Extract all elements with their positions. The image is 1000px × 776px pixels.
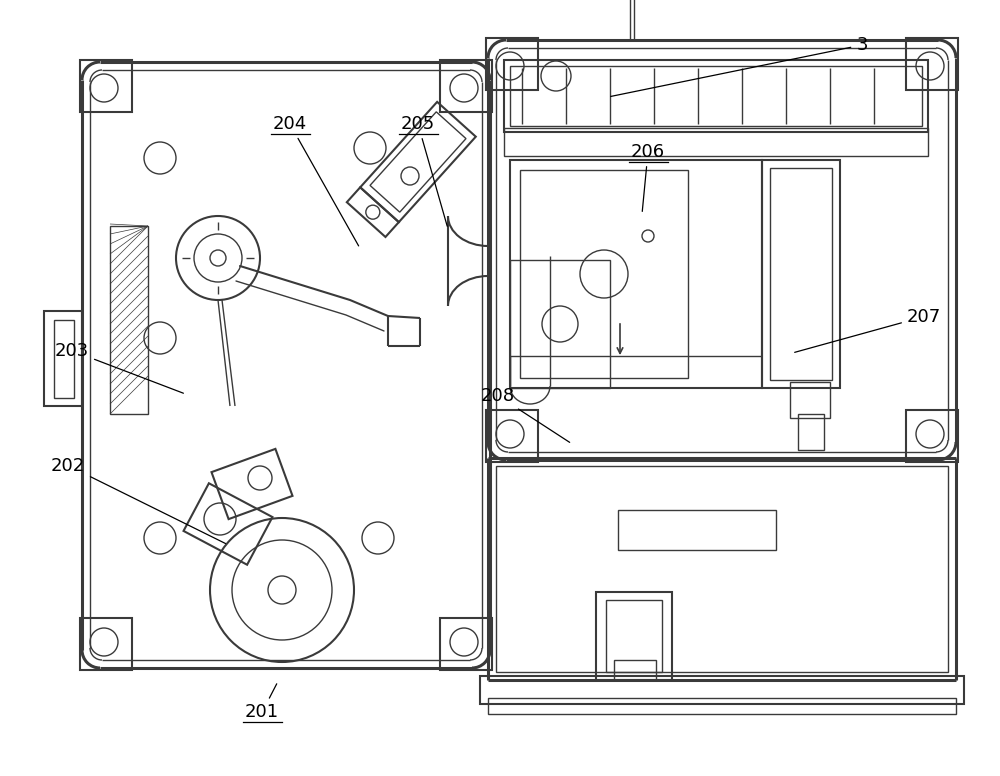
Bar [770, 168, 832, 380]
Text: 204: 204 [273, 115, 359, 246]
Bar [510, 160, 762, 388]
Bar [480, 676, 964, 704]
Bar [110, 226, 148, 414]
Bar [80, 618, 132, 670]
Text: 206: 206 [631, 143, 665, 211]
Bar [906, 38, 958, 90]
Bar [504, 60, 928, 132]
Text: 3: 3 [611, 36, 868, 96]
Bar [504, 128, 928, 156]
Bar [440, 60, 492, 112]
Bar [486, 410, 538, 462]
Bar [790, 382, 830, 418]
Bar [496, 466, 948, 672]
Text: 201: 201 [245, 684, 279, 722]
Bar [906, 410, 958, 462]
Text: 202: 202 [51, 456, 226, 543]
Bar [44, 311, 82, 406]
Bar [606, 600, 662, 672]
Text: 208: 208 [481, 386, 570, 442]
Bar [762, 160, 840, 388]
Bar [596, 592, 672, 680]
Text: 207: 207 [795, 307, 941, 352]
Text: 205: 205 [401, 115, 447, 227]
Bar [440, 618, 492, 670]
Bar [488, 698, 956, 714]
Bar [486, 38, 538, 90]
Bar [520, 170, 688, 378]
Bar [618, 510, 776, 550]
Bar [614, 660, 656, 680]
Bar [510, 260, 610, 388]
Bar [80, 60, 132, 112]
Bar [510, 66, 922, 126]
Bar [54, 320, 74, 398]
Bar [798, 414, 824, 450]
Text: 203: 203 [55, 341, 183, 393]
